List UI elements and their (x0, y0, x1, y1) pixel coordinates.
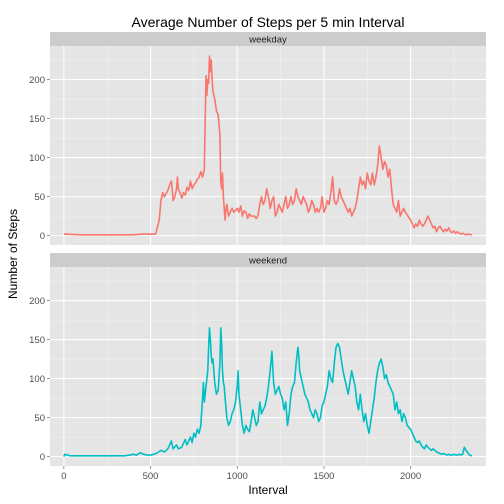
x-tick-label: 1500 (313, 471, 334, 482)
y-tick-label: 50 (34, 192, 45, 203)
panel-background-weekday (50, 46, 486, 245)
y-tick-label: 200 (29, 75, 45, 86)
y-axis-ticks: 0 50 100 150 200 0 50 100 150 200 (29, 75, 50, 463)
x-axis-label: Interval (248, 483, 287, 497)
series-line-weekday (63, 55, 473, 236)
minor-gridlines-weekday (50, 46, 486, 245)
panel-background-weekend (50, 267, 486, 466)
x-axis-ticks: 0 500 1000 1500 2000 (61, 466, 421, 482)
facet-strip-label-weekday: weekday (248, 35, 287, 46)
y-tick-label: 50 (34, 413, 45, 424)
x-tick-label: 500 (143, 471, 159, 482)
y-tick-label: 100 (29, 374, 45, 385)
y-tick-label: 150 (29, 335, 45, 346)
y-tick-label: 0 (40, 231, 45, 242)
x-tick-label: 1000 (227, 471, 248, 482)
y-tick-label: 150 (29, 114, 45, 125)
x-tick-label: 2000 (400, 471, 421, 482)
facet-panels: weekday weekend (50, 32, 486, 466)
y-tick-label: 200 (29, 296, 45, 307)
facet-weekend: weekend (50, 253, 486, 466)
x-tick-label: 0 (61, 471, 66, 482)
y-tick-label: 100 (29, 153, 45, 164)
facet-weekday: weekday (50, 32, 486, 245)
series-line-weekend (63, 327, 473, 457)
y-tick-label: 0 (40, 452, 45, 463)
facet-strip-weekend (50, 253, 486, 267)
facet-strip-label-weekend: weekend (248, 256, 287, 267)
y-axis-label: Number of Steps (6, 209, 20, 299)
facet-strip-weekday (50, 32, 486, 46)
chart-title: Average Number of Steps per 5 min Interv… (132, 14, 405, 30)
